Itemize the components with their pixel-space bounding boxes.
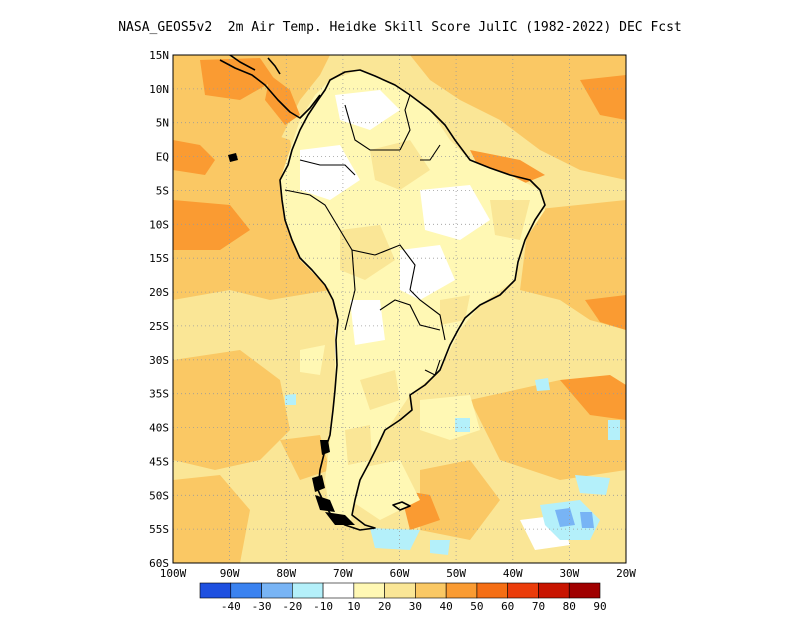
map-title: NASA_GEOS5v2 2m Air Temp. Heidke Skill S… (118, 20, 682, 35)
colorbar-swatch (415, 582, 447, 599)
lat-label: 35S (149, 388, 169, 401)
lat-label: 55S (149, 523, 169, 536)
lon-label: 50W (446, 567, 466, 580)
lon-label: 60W (390, 567, 410, 580)
colorbar-label: -10 (313, 600, 333, 613)
colorbar-swatch (230, 582, 262, 599)
colorbar-swatch (384, 582, 416, 599)
colorbar-swatch (199, 582, 232, 599)
lat-label: 40S (149, 422, 169, 435)
colorbar-label: 90 (593, 600, 606, 613)
graticule (173, 55, 626, 563)
lon-label: 20W (616, 567, 636, 580)
lon-label: 70W (333, 567, 353, 580)
country-borders (284, 94, 446, 376)
colorbar-label: -20 (282, 600, 302, 613)
lat-label: 30S (149, 354, 169, 367)
colorbar-label: 80 (563, 600, 576, 613)
colorbar-swatch (261, 582, 293, 599)
lat-label: 60S (149, 557, 169, 570)
lat-label: 15N (149, 49, 169, 62)
lat-label: 50S (149, 489, 169, 502)
lat-label: EQ (156, 151, 169, 164)
colorbar-label: 20 (378, 600, 391, 613)
lat-label: 45S (149, 455, 169, 468)
lon-label: 40W (503, 567, 523, 580)
skill-score-field (173, 55, 626, 563)
colorbar-swatch (476, 582, 508, 599)
lat-label: 10N (149, 83, 169, 96)
coastlines (219, 55, 546, 531)
colorbar-swatch (507, 582, 539, 599)
colorbar-label: -40 (221, 600, 241, 613)
lat-label: 20S (149, 286, 169, 299)
colorbar-swatch (322, 582, 355, 599)
colorbar-swatch (538, 582, 570, 599)
lat-label: 25S (149, 320, 169, 333)
lat-label: 5N (156, 117, 169, 130)
color-legend: -40 -30 -20 -10 10 20 30 40 50 60 70 80 90 (199, 582, 607, 613)
lon-label: 100W (160, 567, 187, 580)
colorbar-label: 50 (470, 600, 483, 613)
interior-patches (300, 90, 530, 465)
colorbar-swatch (568, 582, 601, 599)
colorbar-label: 30 (409, 600, 422, 613)
tierra-del-fuego-islands (228, 153, 355, 525)
lat-label: 10S (149, 218, 169, 231)
latitude-labels: 15N 10N 5N EQ 5S 10S 15S 20S 25S 30S 35S 40S 45S 50S 5… (149, 49, 169, 570)
lon-label: 30W (559, 567, 579, 580)
colorbar-swatch (292, 582, 324, 599)
colorbar-label: 70 (532, 600, 545, 613)
colorbar-label: 40 (440, 600, 453, 613)
colorbar-label: 60 (501, 600, 514, 613)
lat-label: 15S (149, 252, 169, 265)
colorbar-swatch (445, 582, 478, 599)
lat-label: 5S (156, 184, 169, 197)
colorbar-label: -30 (252, 600, 272, 613)
longitude-labels: 100W 90W 80W 70W 60W 50W 40W 30W 20W (160, 567, 637, 580)
warm-anomaly-patches (173, 55, 626, 563)
lon-label: 80W (276, 567, 296, 580)
lon-label: 90W (220, 567, 240, 580)
map-frame (172, 54, 627, 564)
colorbar-label: 10 (347, 600, 360, 613)
colorbar-swatch (353, 582, 385, 599)
